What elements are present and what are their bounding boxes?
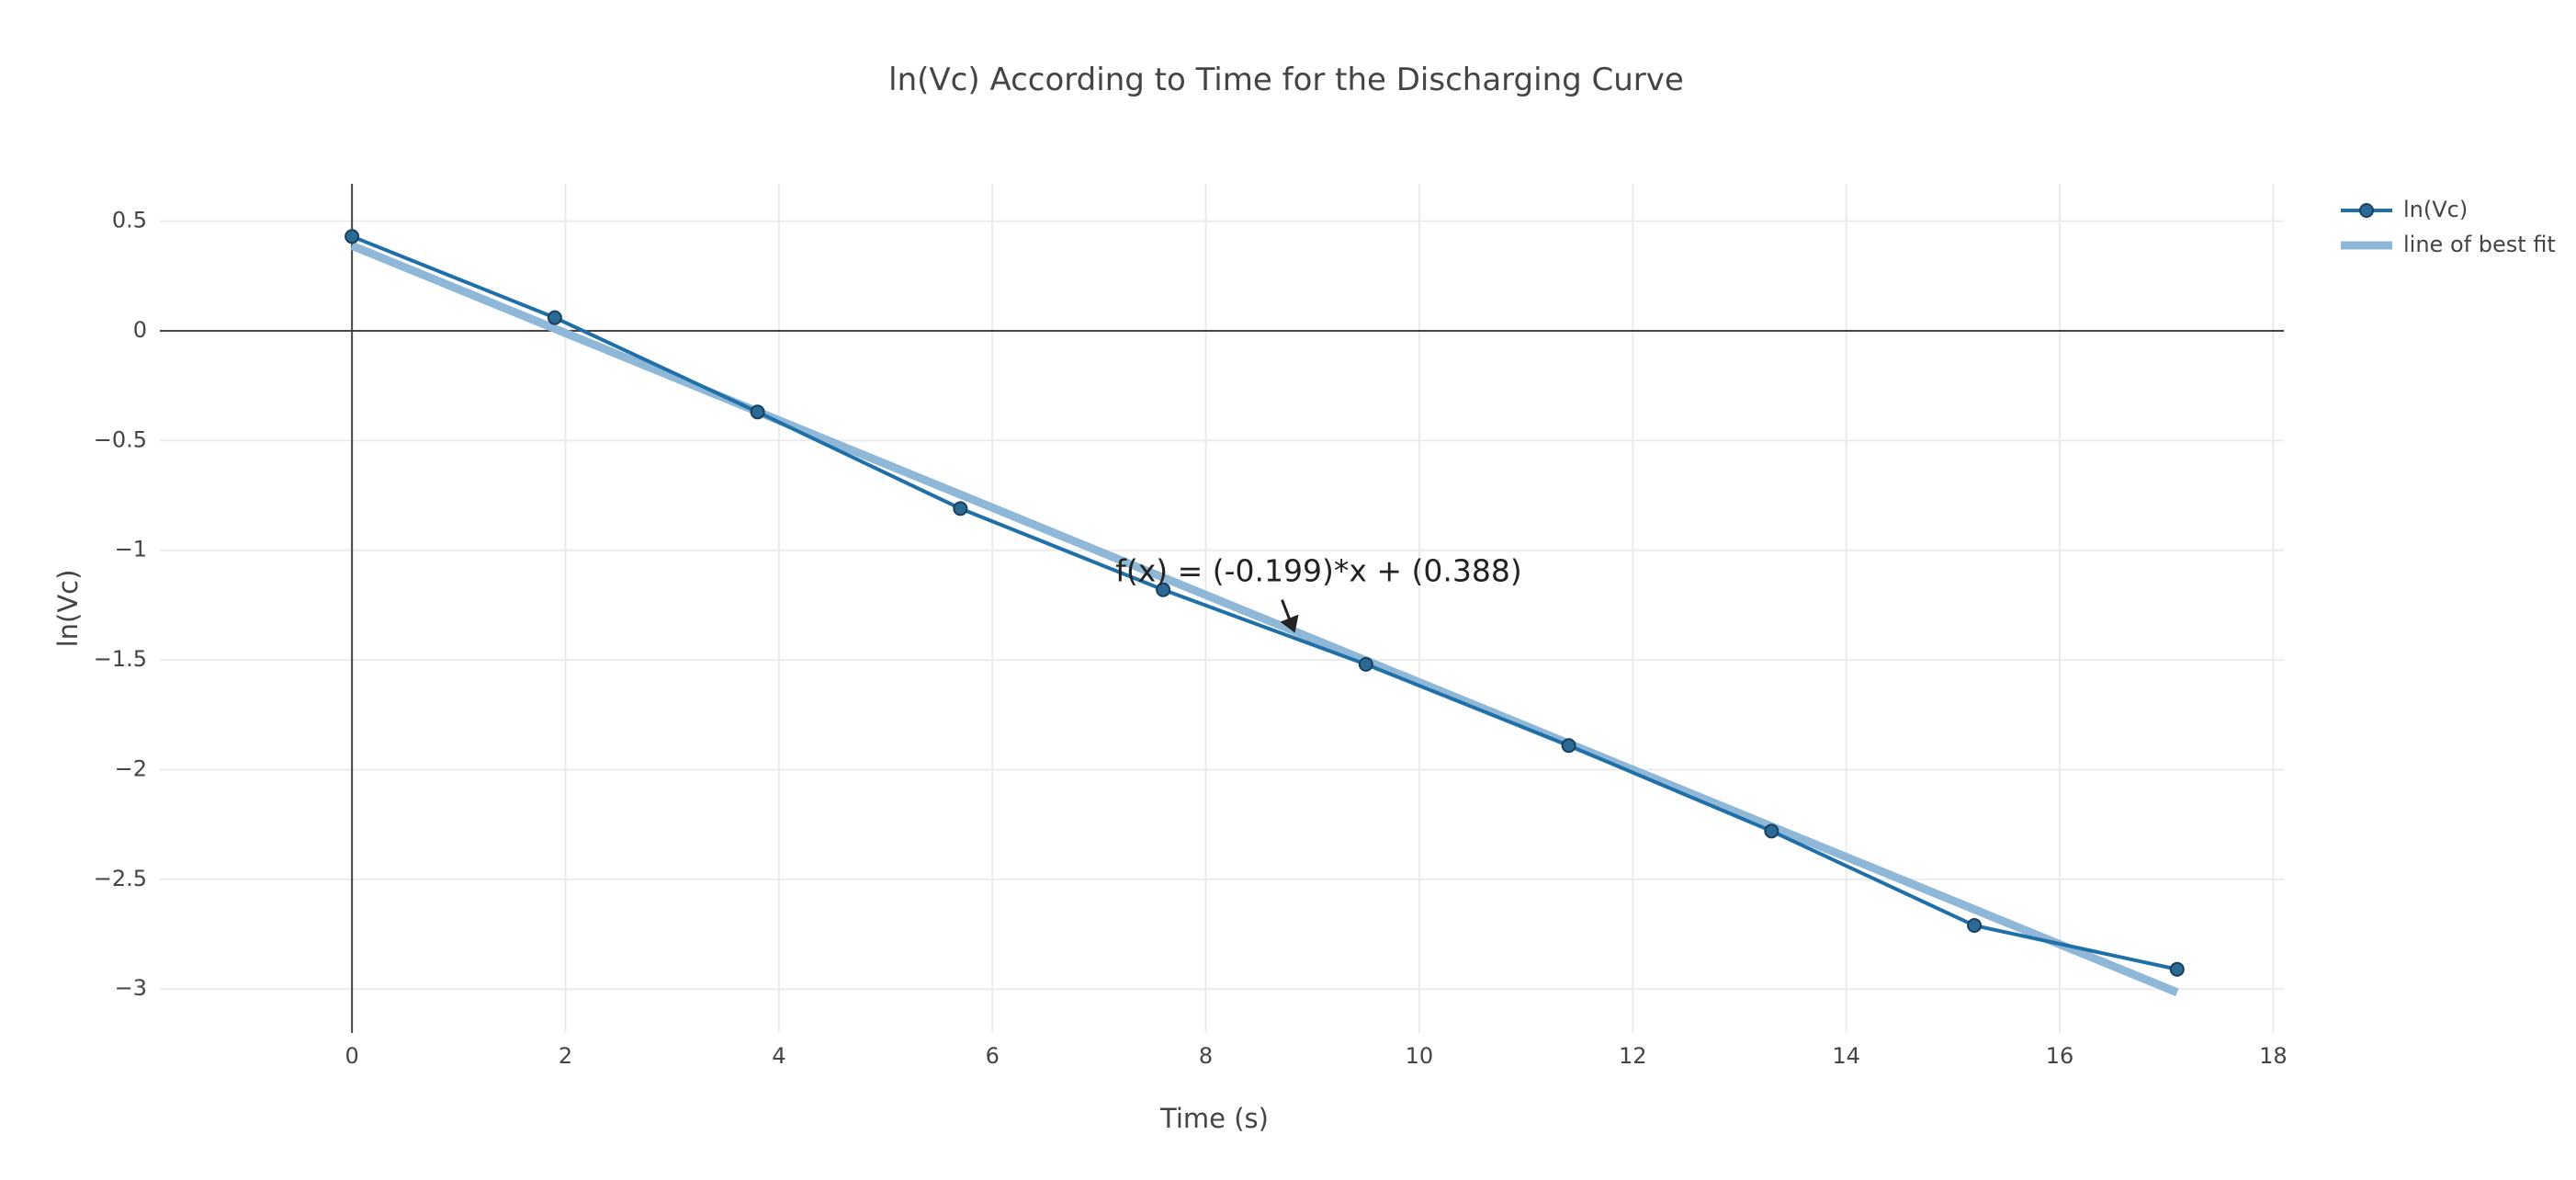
y-tick-label: −3 (115, 975, 147, 1001)
x-tick-label: 16 (2046, 1043, 2074, 1069)
x-tick-label: 14 (1832, 1043, 1860, 1069)
x-tick-label: 12 (1619, 1043, 1647, 1069)
data-point (1156, 582, 1171, 597)
data-point (2169, 961, 2185, 977)
data-point (1967, 918, 1983, 934)
x-tick-label: 0 (345, 1043, 358, 1069)
y-tick-label: 0.5 (112, 208, 147, 233)
data-point (750, 404, 765, 420)
data-point (345, 229, 360, 244)
y-tick-label: −0.5 (94, 426, 147, 452)
x-tick-label: 8 (1199, 1043, 1213, 1069)
legend: ln(Vc) line of best fit (2341, 197, 2556, 257)
x-tick-label: 18 (2259, 1043, 2288, 1069)
series-line-lnvc (351, 234, 2178, 971)
data-point (1764, 823, 1779, 839)
x-tick-label: 2 (559, 1043, 572, 1069)
x-tick-labels: 0 2 4 6 8 10 12 14 16 18 (345, 1043, 2287, 1069)
y-axis-title: ln(Vc) (52, 570, 84, 648)
x-tick-label: 6 (986, 1043, 1000, 1069)
legend-label[interactable]: line of best fit (2403, 232, 2556, 257)
data-point (953, 501, 968, 516)
legend-marker (2359, 203, 2374, 218)
annotation-text: f(x) = (-0.199)*x + (0.388) (1115, 553, 1522, 589)
data-point (1561, 738, 1576, 754)
x-axis-title: Time (s) (1159, 1103, 1269, 1134)
x-tick-label: 10 (1406, 1043, 1434, 1069)
data-point (1358, 656, 1373, 672)
legend-label[interactable]: ln(Vc) (2403, 197, 2468, 222)
x-tick-label: 4 (772, 1043, 785, 1069)
y-tick-label: −2.5 (94, 866, 147, 891)
y-tick-labels: 0.5 0 −0.5 −1 −1.5 −2 −2.5 −3 (94, 208, 147, 1002)
fit-equation-annotation: f(x) = (-0.199)*x + (0.388) (1115, 553, 1522, 633)
series-layer (345, 229, 2185, 996)
y-tick-label: 0 (133, 317, 147, 343)
chart-title: ln(Vc) According to Time for the Dischar… (888, 62, 1684, 98)
best-fit-line (350, 242, 2179, 996)
y-tick-label: −1.5 (94, 646, 147, 672)
zero-lines (160, 184, 2284, 1033)
y-tick-label: −2 (115, 755, 147, 781)
y-tick-label: −1 (115, 537, 147, 562)
annotation-arrow-head (1280, 614, 1299, 633)
data-point (547, 310, 562, 325)
